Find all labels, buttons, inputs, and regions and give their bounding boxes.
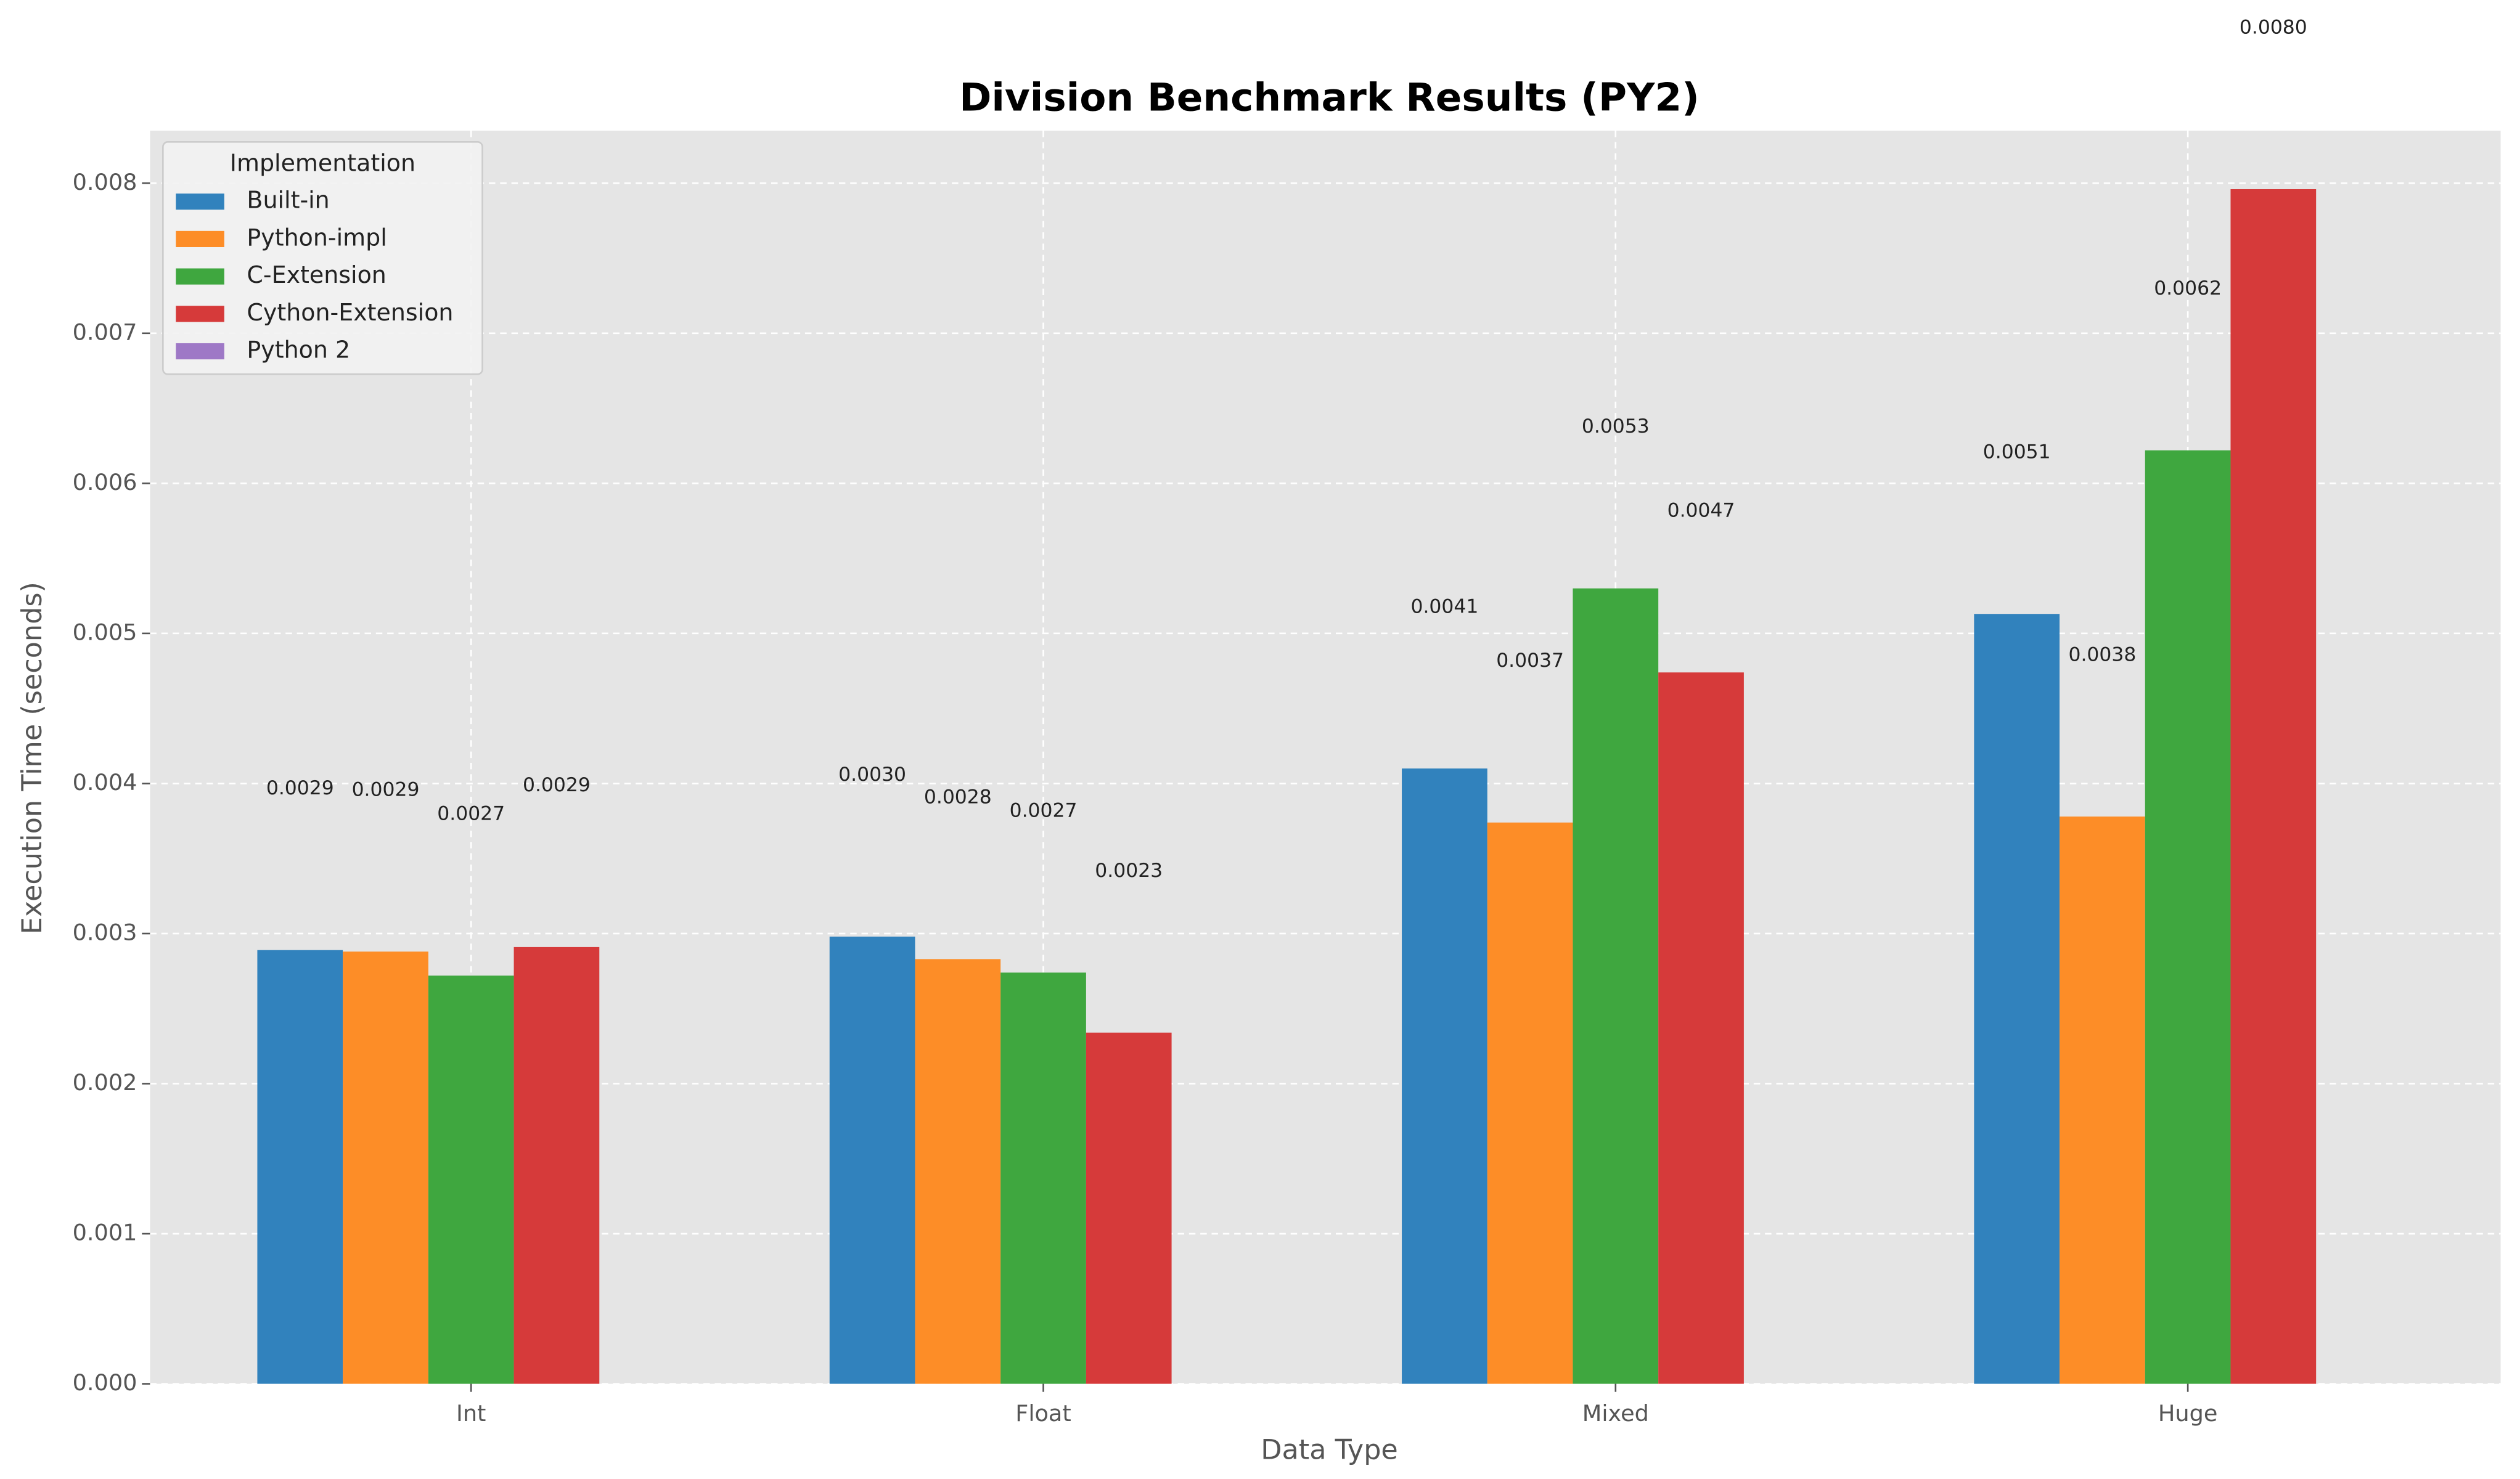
legend-label: Cython-Extension [247, 299, 453, 326]
bar [428, 976, 514, 1384]
value-label: 0.0023 [1095, 860, 1163, 882]
x-tick-label: Huge [2158, 1400, 2218, 1427]
value-label: 0.0029 [352, 778, 420, 801]
bar [513, 947, 600, 1384]
bar [1658, 672, 1744, 1384]
value-label: 0.0030 [838, 764, 906, 786]
value-label: 0.0027 [1010, 800, 1078, 822]
x-tick-label: Float [1015, 1400, 1071, 1427]
y-tick-label: 0.006 [73, 469, 137, 495]
value-label: 0.0051 [1983, 441, 2051, 463]
y-tick-label: 0.000 [73, 1369, 137, 1396]
legend-swatch [176, 230, 224, 247]
chart-title: Division Benchmark Results (PY2) [959, 75, 1700, 120]
legend-label: Python 2 [247, 336, 350, 364]
value-label: 0.0047 [1667, 499, 1735, 521]
x-tick-label: Int [456, 1400, 486, 1427]
y-tick-label: 0.002 [73, 1069, 137, 1096]
y-tick-label: 0.001 [73, 1220, 137, 1246]
legend-label: Python-impl [247, 224, 387, 251]
bar [829, 936, 915, 1384]
y-tick-label: 0.005 [73, 619, 137, 645]
bar [915, 959, 1001, 1384]
legend-label: C-Extension [247, 261, 386, 288]
bar [1402, 768, 1487, 1384]
bar [2145, 450, 2231, 1384]
bar [343, 951, 428, 1384]
legend-swatch [176, 306, 224, 322]
y-tick-label: 0.007 [73, 319, 137, 345]
value-label: 0.0037 [1496, 650, 1564, 672]
legend-swatch [176, 268, 224, 285]
bar [1000, 972, 1086, 1384]
y-tick-label: 0.008 [73, 169, 137, 195]
value-label: 0.0038 [2068, 643, 2136, 666]
x-axis-label: Data Type [1261, 1434, 1398, 1465]
bar [257, 950, 343, 1384]
value-label: 0.0028 [924, 786, 992, 809]
bar [1086, 1032, 1172, 1384]
bar [2230, 189, 2317, 1384]
bar [1573, 588, 1659, 1384]
bar [2060, 816, 2145, 1384]
legend-swatch [176, 343, 224, 360]
legend-swatch [176, 194, 224, 210]
legend: Implementation Built-in Python-impl C-Exten… [162, 141, 483, 375]
value-label: 0.0029 [523, 774, 591, 796]
y-tick-label: 0.003 [73, 919, 137, 945]
value-label: 0.0027 [437, 802, 505, 825]
x-tick-label: Mixed [1582, 1400, 1649, 1427]
value-label: 0.0053 [1582, 415, 1650, 438]
bar [1487, 822, 1573, 1384]
legend-label: Built-in [247, 187, 329, 214]
value-label: 0.0062 [2154, 277, 2222, 299]
legend-box [162, 141, 483, 375]
y-axis-label: Execution Time (seconds) [17, 582, 48, 934]
value-label: 0.0041 [1410, 595, 1478, 617]
legend-title: Implementation [230, 149, 415, 176]
y-tick-label: 0.004 [73, 769, 137, 796]
bar [1974, 614, 2060, 1384]
value-label: 0.0080 [2240, 16, 2307, 38]
value-label: 0.0029 [266, 777, 334, 799]
